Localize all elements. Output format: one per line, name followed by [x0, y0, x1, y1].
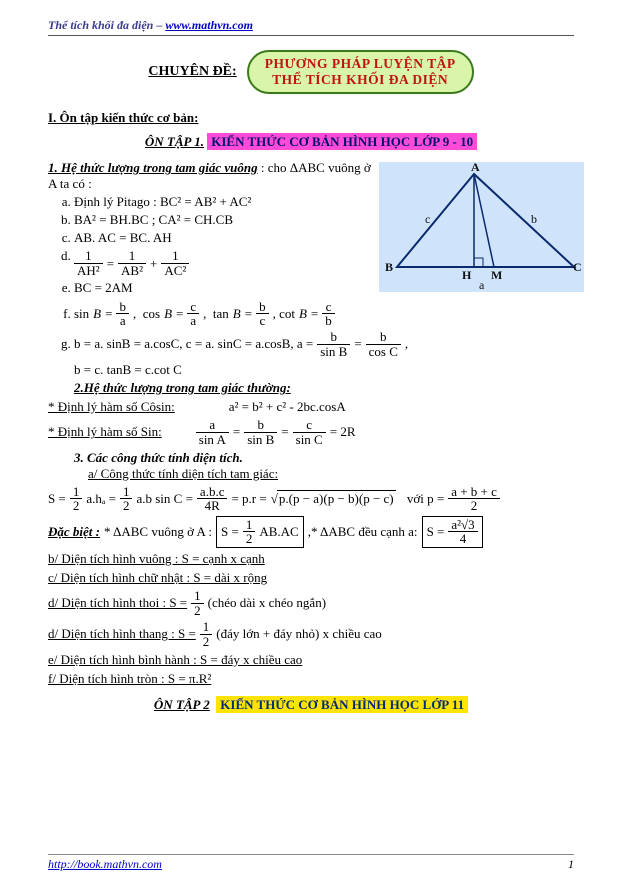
header-rule [48, 35, 574, 36]
s3-d2: d/ Diện tích hình thang : S = 12 (đáy lớ… [48, 620, 574, 648]
sin-rhs: = 2R [330, 424, 356, 440]
ontap2-highlight: KIẾN THỨC CƠ BẢN HÌNH HỌC LỚP 11 [216, 696, 468, 713]
dacbiet-row: Đặc biệt : * ΔABC vuông ở A : S = 12 AB.… [48, 516, 574, 548]
sub1-heading-text: 1. Hệ thức lượng trong tam giác vuông [48, 160, 258, 175]
page-footer: http://book.mathvn.com 1 [48, 854, 574, 872]
triangle-svg [379, 162, 584, 292]
item-b: BA² = BH.BC ; CA² = CH.CB [74, 212, 371, 228]
box-right-tri: S = 12 AB.AC [216, 516, 304, 548]
ontap1-label: ÔN TẬP 1. [145, 134, 204, 149]
title-line-2: THỂ TÍCH KHỐI ĐA DIỆN [265, 72, 456, 88]
s3-d1: d/ Diện tích hình thoi : S = 12 (chéo dà… [48, 589, 574, 617]
footer-link[interactable]: http://book.mathvn.com [48, 857, 162, 872]
s3-e: e/ Diện tích hình bình hành : S = đáy x … [48, 652, 574, 668]
ontap1-row: ÔN TẬP 1. KIẾN THỨC CƠ BẢN HÌNH HỌC LỚP … [48, 134, 574, 150]
fig-H: H [462, 268, 471, 283]
item-d: 1AH² = 1AB² + 1AC² [74, 248, 371, 277]
area-triangle-eq: S = 12 a.hₐ = 12 a.b sin C = a.b.c4R = p… [48, 485, 574, 513]
footer-page-number: 1 [568, 857, 574, 872]
subsection-3-heading: 3. Các công thức tính diện tích. [74, 450, 574, 466]
dacbiet-vuong: * ΔABC vuông ở A : [104, 524, 212, 540]
subsection-2-heading: 2.Hệ thức lượng trong tam giác thường: [74, 380, 574, 396]
ontap1-highlight: KIẾN THỨC CƠ BẢN HÌNH HỌC LỚP 9 - 10 [207, 133, 477, 150]
title-row: CHUYÊN ĐỀ: PHƯƠNG PHÁP LUYỆN TẬP THỂ TÍC… [48, 50, 574, 94]
cos-row: * Định lý hàm số Côsin: a² = b² + c² - 2… [48, 399, 574, 415]
triangle-figure: A B C H M a b c [379, 162, 584, 292]
fig-M: M [491, 268, 502, 283]
ontap2-label: ÔN TẬP 2 [154, 697, 210, 712]
item-f: sin B = ba, cosB = ca, tan B = bc, cot B… [74, 300, 574, 328]
fig-C: C [573, 260, 582, 275]
s3-a-label: a/ Công thức tính diện tích tam giác: [88, 466, 574, 482]
item-c: AB. AC = BC. AH [74, 230, 371, 246]
title-pill: PHƯƠNG PHÁP LUYỆN TẬP THỂ TÍCH KHỐI ĐA D… [247, 50, 474, 94]
page-header: Thể tích khối đa diện – www.mathvn.com [48, 18, 574, 33]
chuyen-de-label: CHUYÊN ĐỀ: [148, 64, 236, 80]
item-a: Định lý Pitago : BC² = AB² + AC² [74, 194, 371, 210]
subsection-1-heading: 1. Hệ thức lượng trong tam giác vuông : … [48, 160, 371, 192]
ontap2-row: ÔN TẬP 2 KIẾN THỨC CƠ BẢN HÌNH HỌC LỚP 1… [48, 697, 574, 713]
cos-eq: a² = b² + c² - 2bc.cosA [229, 399, 346, 415]
g-line1: b = a. sinB = a.cosC, c = a. sinC = a.co… [74, 336, 313, 352]
section-i-heading: I. Ôn tập kiến thức cơ bản: [48, 110, 574, 126]
fig-B: B [385, 260, 393, 275]
s3-b: b/ Diện tích hình vuông : S = cạnh x cạn… [48, 551, 574, 567]
title-line-1: PHƯƠNG PHÁP LUYỆN TẬP [265, 56, 456, 72]
dacbiet-label: Đặc biệt : [48, 524, 100, 540]
s3-f: f/ Diện tích hình tròn : S = π.R² [48, 671, 574, 687]
fig-b: b [531, 212, 537, 227]
sub1-list-cont: sin B = ba, cosB = ca, tan B = bc, cot B… [74, 300, 574, 379]
fig-c: c [425, 212, 430, 227]
fig-A: A [471, 160, 480, 175]
box-equil: S = a²√34 [422, 516, 483, 548]
g-line2: b = c. tanB = c.cot C [74, 362, 182, 377]
header-prefix: Thể tích khối đa diện – [48, 18, 165, 32]
sin-label: * Định lý hàm số Sin: [48, 424, 162, 440]
header-link[interactable]: www.mathvn.com [165, 18, 253, 32]
dacbiet-deu: ,* ΔABC đều cạnh a: [308, 524, 418, 540]
item-g: b = a. sinB = a.cosC, c = a. sinC = a.co… [74, 330, 574, 378]
cos-label: * Định lý hàm số Côsin: [48, 399, 175, 415]
fig-a: a [479, 278, 484, 293]
s3-c: c/ Diện tích hình chữ nhật : S = dài x r… [48, 570, 574, 586]
sin-row: * Định lý hàm số Sin: asin A = bsin B = … [48, 418, 574, 446]
item-e: BC = 2AM [74, 280, 371, 296]
sub1-list: Định lý Pitago : BC² = AB² + AC² BA² = B… [74, 194, 371, 295]
